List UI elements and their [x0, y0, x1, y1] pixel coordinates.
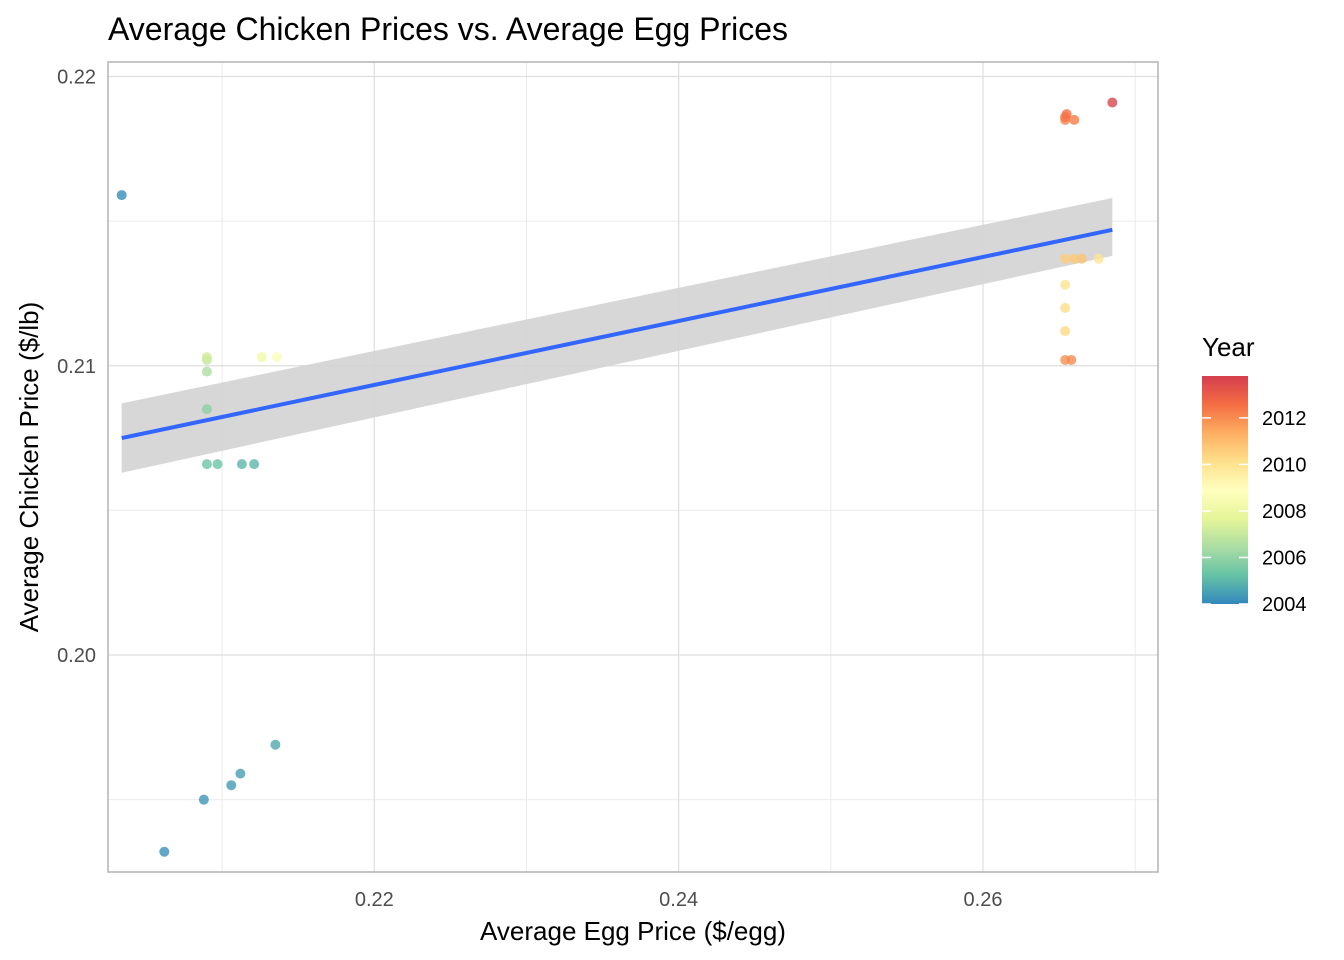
data-point: [201, 459, 212, 470]
x-tick-label: 0.22: [355, 889, 394, 911]
legend-tick-label: 2004: [1262, 594, 1307, 616]
plot-panel-border: [107, 61, 1159, 873]
data-point: [226, 780, 237, 791]
data-point: [1093, 253, 1104, 264]
y-axis-ticks: 0.20 0.21 0.22: [57, 66, 96, 667]
x-tick-label: 0.24: [659, 889, 698, 911]
data-point: [1061, 109, 1072, 120]
y-axis-title: Average Chicken Price ($/lb): [14, 302, 44, 632]
y-tick-label: 0.22: [57, 66, 96, 88]
grid-major-lines: [108, 62, 1158, 872]
data-point: [1107, 97, 1118, 108]
data-point: [1069, 253, 1080, 264]
data-points: [116, 97, 1118, 857]
data-point: [1066, 354, 1077, 365]
data-point: [1076, 253, 1087, 264]
data-point: [201, 366, 212, 377]
data-point: [1060, 302, 1071, 313]
data-point: [1060, 253, 1071, 264]
chart-title: Average Chicken Prices vs. Average Egg P…: [108, 11, 788, 47]
data-point: [1060, 279, 1071, 290]
data-point: [1069, 114, 1080, 125]
year-legend: Year 2004 2006 2008 2010 2012: [1202, 332, 1307, 616]
legend-tick-label: 2010: [1262, 454, 1307, 476]
year-colorbar: [1202, 376, 1248, 604]
x-axis-title: Average Egg Price ($/egg): [480, 916, 786, 946]
legend-ticks: 2004 2006 2008 2010 2012: [1202, 408, 1307, 616]
data-point: [235, 768, 246, 779]
y-tick-label: 0.21: [57, 356, 96, 378]
data-point: [212, 459, 223, 470]
data-point: [201, 352, 212, 363]
x-axis-ticks: 0.22 0.24 0.26: [355, 889, 1003, 911]
legend-tick-label: 2012: [1262, 408, 1307, 430]
data-point: [159, 846, 170, 857]
legend-title: Year: [1202, 332, 1255, 362]
data-point: [236, 459, 247, 470]
data-point: [271, 352, 282, 363]
grid-minor-lines: [108, 62, 1158, 872]
y-tick-label: 0.20: [57, 645, 96, 667]
data-point: [198, 794, 209, 805]
data-point: [256, 352, 267, 363]
data-point: [249, 459, 260, 470]
data-point: [116, 190, 127, 201]
regression-line: [121, 227, 1113, 441]
data-point: [1060, 326, 1071, 337]
legend-tick-label: 2008: [1262, 501, 1307, 523]
x-tick-label: 0.26: [964, 889, 1003, 911]
legend-tick-label: 2006: [1262, 547, 1307, 569]
data-point: [201, 404, 212, 415]
data-point: [270, 739, 281, 750]
